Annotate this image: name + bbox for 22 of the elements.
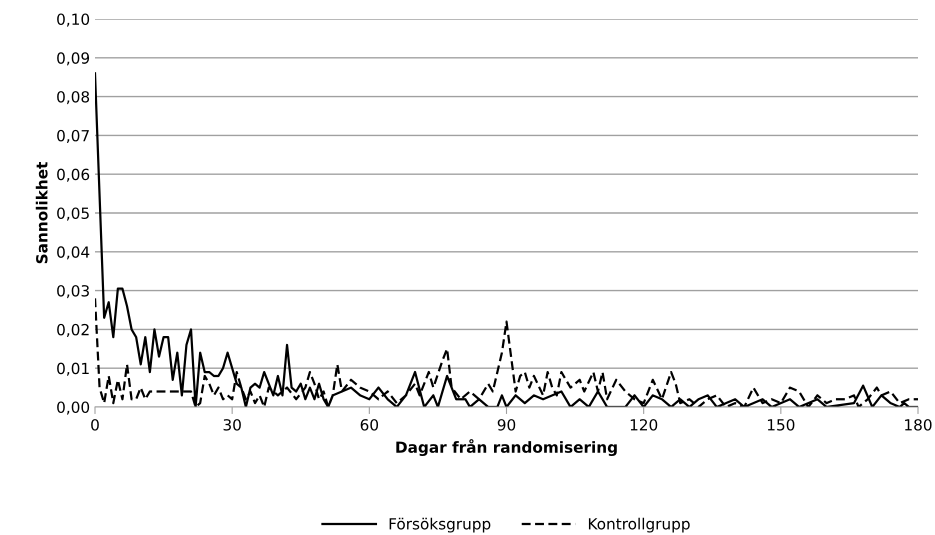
x-tick-label: 150 <box>768 419 794 431</box>
y-tick-label: 0,00 <box>57 401 90 415</box>
x-tick-label: 0 <box>91 419 99 431</box>
y-tick-label: 0,10 <box>57 13 90 27</box>
x-axis-title: Dagar från randomisering <box>396 439 617 456</box>
x-tick-label: 180 <box>905 419 932 431</box>
y-tick-label: 0,05 <box>57 207 89 221</box>
x-tick-label: 30 <box>224 419 241 431</box>
legend-label: Försöksgrupp <box>390 518 490 533</box>
y-tick-label: 0,06 <box>57 168 90 182</box>
x-tick-label: 90 <box>498 419 516 431</box>
y-tick-label: 0,08 <box>57 91 90 104</box>
y-tick-label: 0,01 <box>57 362 89 376</box>
y-tick-label: 0,04 <box>57 246 90 260</box>
y-axis-title: Sannolikhet <box>36 162 48 264</box>
x-tick-label: 60 <box>360 419 378 431</box>
x-tick-label: 120 <box>630 419 658 431</box>
y-tick-label: 0,02 <box>57 324 89 337</box>
legend-label: Kontrollgrupp <box>588 518 690 533</box>
y-tick-label: 0,07 <box>57 130 89 143</box>
y-tick-label: 0,03 <box>57 285 89 298</box>
y-tick-label: 0,09 <box>57 52 90 66</box>
